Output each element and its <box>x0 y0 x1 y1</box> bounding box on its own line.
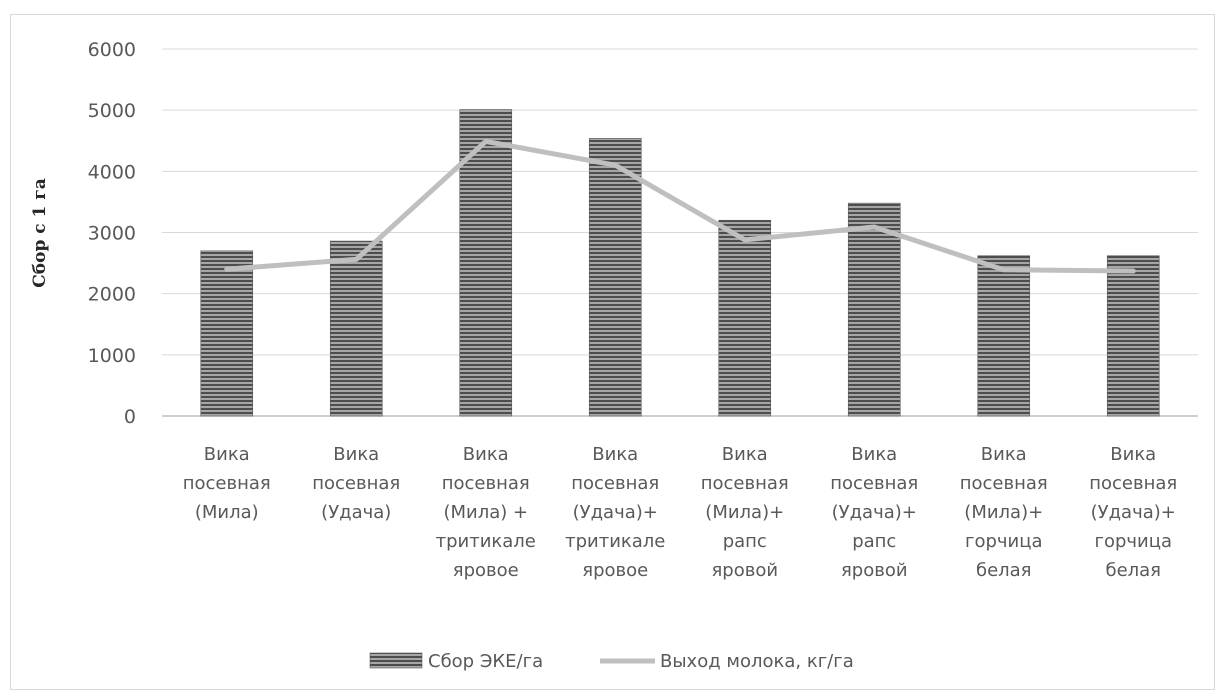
line-point <box>484 140 487 143</box>
category-label: Вика посевная (Мила)+ горчица белая <box>960 444 1048 581</box>
category-label: Вика посевная (Мила) + тритикале яровое <box>436 444 536 581</box>
line-point <box>1002 268 1005 271</box>
line-point <box>743 238 746 241</box>
y-tick-label: 0 <box>124 406 136 428</box>
bar <box>588 138 642 417</box>
category-label: Вика посевная (Удача) <box>312 444 400 523</box>
legend: Сбор ЭКЕ/га Выход молока, кг/га <box>369 651 854 672</box>
category-label-line: (Удача)+ <box>573 502 658 523</box>
bar <box>977 255 1031 417</box>
category-label-line: посевная <box>571 473 659 494</box>
category-label: Вика посевная (Удача)+ горчица белая <box>1089 444 1177 581</box>
y-axis-label: Сбор с 1 га <box>30 178 50 287</box>
y-tick-label: 1000 <box>88 345 136 367</box>
line-point <box>873 225 876 228</box>
category-label: Вика посевная (Мила) <box>183 444 271 523</box>
category-label-line: посевная <box>960 473 1048 494</box>
category-label-line: (Удача) <box>321 502 391 523</box>
category-label: Вика посевная (Удача)+ рапс яровой <box>830 444 918 581</box>
category-label-line: тритикале <box>436 531 536 552</box>
category-label-line: посевная <box>830 473 918 494</box>
y-tick-label: 3000 <box>88 223 136 245</box>
line-point <box>355 258 358 261</box>
series-line <box>224 138 1136 274</box>
category-label-line: яровое <box>582 560 648 581</box>
category-label-line: Вика <box>463 444 509 465</box>
line-point <box>614 164 617 167</box>
category-label-line: рапс <box>852 531 896 552</box>
category-label-line: яровой <box>711 560 778 581</box>
legend-swatch-bar <box>369 652 423 669</box>
category-label-line: белая <box>976 560 1032 581</box>
category-label-line: (Мила) + <box>443 502 528 523</box>
bar <box>329 240 383 417</box>
category-label-line: Вика <box>1110 444 1156 465</box>
category-label-line: посевная <box>442 473 530 494</box>
category-label-line: (Удача)+ <box>832 502 917 523</box>
category-label-line: тритикале <box>565 531 665 552</box>
y-tick-label: 4000 <box>88 161 136 183</box>
category-label-line: (Мила)+ <box>705 502 784 523</box>
category-label-line: яровой <box>841 560 908 581</box>
bar <box>200 250 254 417</box>
category-label-line: Вика <box>333 444 379 465</box>
category-label-line: яровое <box>453 560 519 581</box>
category-label-line: горчица <box>965 531 1043 552</box>
gridlines <box>162 48 1198 417</box>
category-label-line: (Мила)+ <box>964 502 1043 523</box>
category-label: Вика посевная (Мила)+ рапс яровой <box>701 444 789 581</box>
bar <box>718 219 772 417</box>
legend-label: Сбор ЭКЕ/га <box>428 651 543 672</box>
y-tick-labels: 0 1000 2000 3000 4000 5000 6000 <box>88 39 136 428</box>
category-label-line: Вика <box>592 444 638 465</box>
category-label-line: (Удача)+ <box>1091 502 1176 523</box>
bar <box>1106 255 1160 417</box>
legend-label: Выход молока, кг/га <box>660 651 854 672</box>
category-label-line: Вика <box>722 444 768 465</box>
category-label-line: посевная <box>701 473 789 494</box>
y-tick-label: 2000 <box>88 284 136 306</box>
bar-series <box>200 109 1160 417</box>
y-tick-label: 6000 <box>88 39 136 61</box>
category-label-line: посевная <box>312 473 400 494</box>
category-label-line: посевная <box>1089 473 1177 494</box>
category-label-line: Вика <box>204 444 250 465</box>
category-label-line: Вика <box>851 444 897 465</box>
line-point <box>1132 270 1135 273</box>
line-series <box>224 138 1136 274</box>
category-label-line: посевная <box>183 473 271 494</box>
line-point <box>225 268 228 271</box>
bar <box>847 202 901 417</box>
category-label: Вика посевная (Удача)+ тритикале яровое <box>565 444 665 581</box>
bar <box>459 109 513 417</box>
category-label-line: (Мила) <box>195 502 259 523</box>
y-tick-label: 5000 <box>88 100 136 122</box>
category-label-line: рапс <box>723 531 767 552</box>
category-label-line: белая <box>1105 560 1161 581</box>
category-label-line: горчица <box>1094 531 1172 552</box>
category-label-line: Вика <box>981 444 1027 465</box>
category-labels: Вика посевная (Мила)Вика посевная (Удача)Вик… <box>183 444 1178 581</box>
